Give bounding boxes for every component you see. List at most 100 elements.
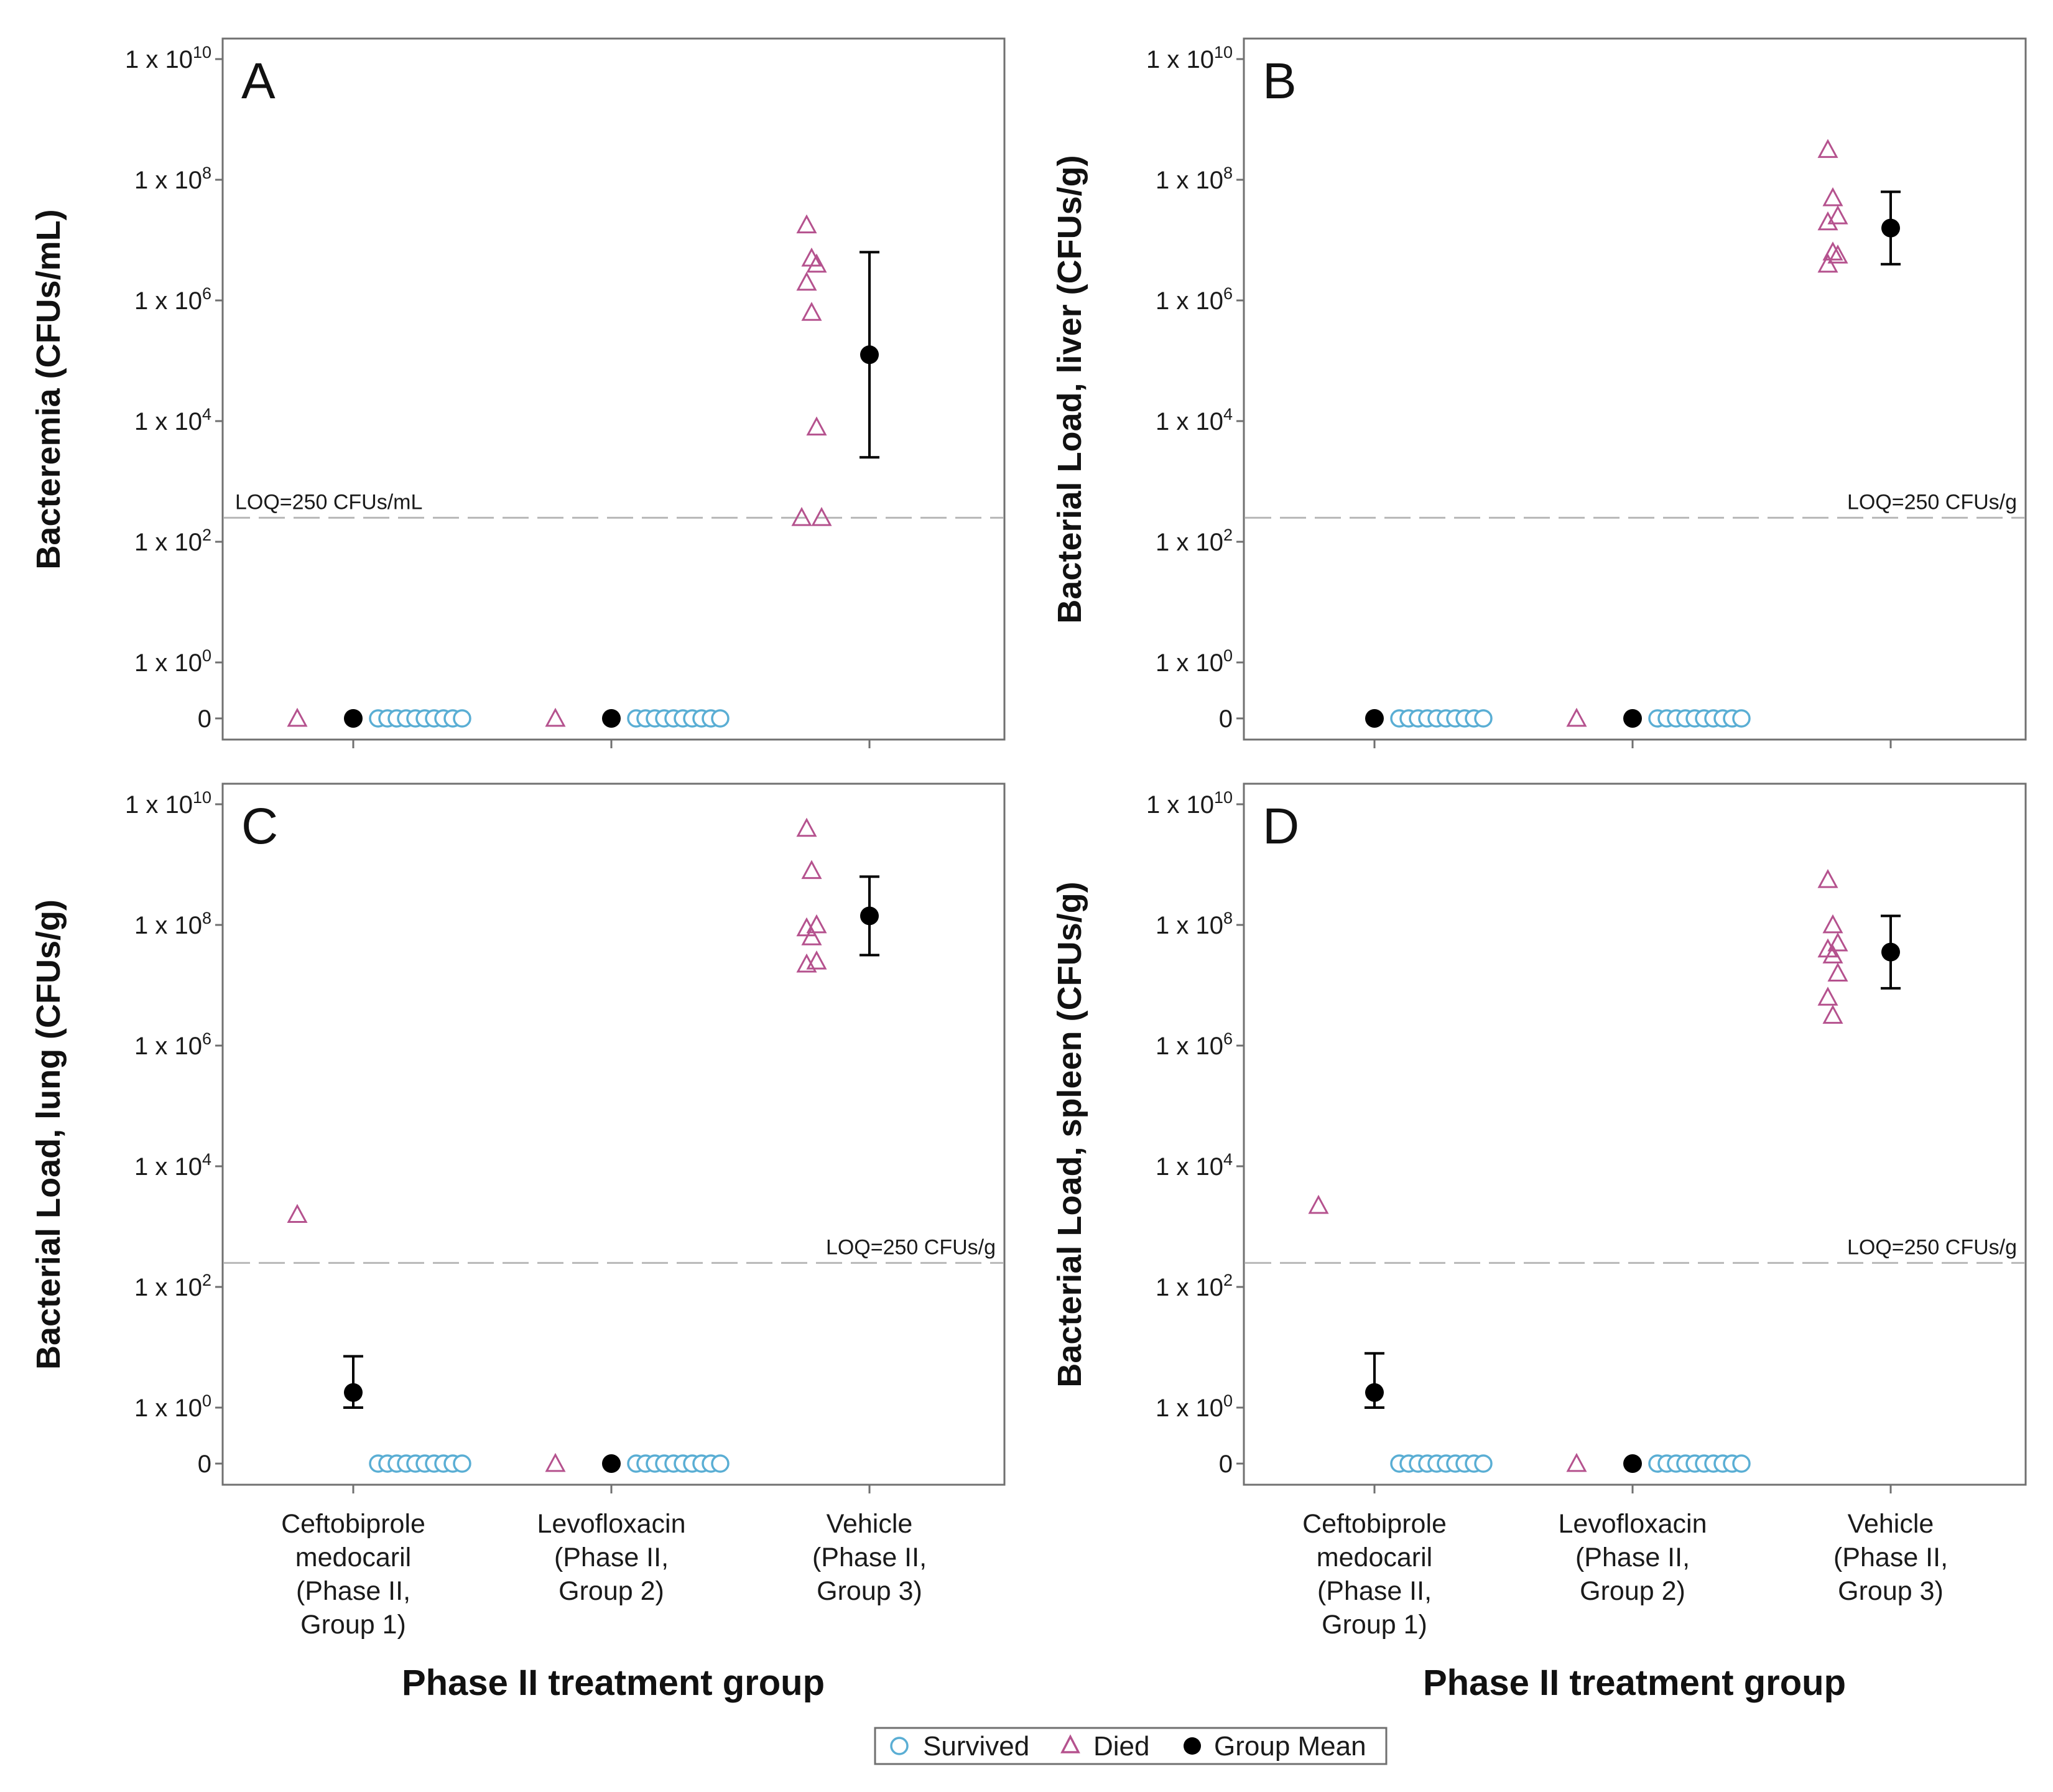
group-mean-point (344, 1383, 363, 1402)
y-tick-label: 0 (198, 705, 211, 733)
died-point (1822, 944, 1843, 963)
category-label: Group 1) (1322, 1610, 1427, 1640)
group-mean-point (602, 1454, 621, 1473)
y-tick-label: 1 x 108 (1156, 164, 1233, 194)
y-tick-label: 1 x 100 (134, 646, 211, 677)
panel-b: B Bacterial Load, liver (CFUs/g) 1 x 101… (1051, 37, 2027, 748)
died-point (796, 271, 817, 291)
survived-legend-marker (890, 1737, 909, 1755)
legend-box (874, 1727, 1388, 1765)
group-mean-point (344, 709, 363, 728)
category-label: (Phase II, (1317, 1576, 1432, 1606)
died-point (806, 950, 827, 970)
died-point (1817, 139, 1838, 158)
panel-letter: A (241, 53, 276, 109)
y-axis-title: Bacterial Load, lung (CFUs/g) (30, 899, 67, 1370)
died-point (801, 860, 822, 880)
group-mean-point (1365, 1383, 1384, 1402)
died-point (796, 817, 817, 837)
died-point (287, 1204, 308, 1223)
died-point (545, 1452, 566, 1472)
died-point (811, 507, 832, 526)
died-point (806, 914, 827, 934)
died-point (796, 214, 817, 234)
y-tick-label: 1 x 108 (134, 164, 211, 194)
category-label: Ceftobiprole (281, 1509, 425, 1539)
survived-point (1732, 709, 1751, 728)
y-tick-label: 1 x 106 (1156, 1029, 1233, 1060)
panel-frame (1243, 37, 2027, 741)
panel-letter: C (241, 798, 278, 855)
loq-label: LOQ=250 CFUs/g (1847, 1235, 2017, 1259)
y-tick-label: 1 x 108 (134, 909, 211, 939)
died-point (1566, 1452, 1587, 1472)
y-tick-label: 1 x 102 (134, 1271, 211, 1301)
died-point (1822, 241, 1843, 261)
mean-legend-marker (1184, 1737, 1201, 1755)
died-point (1822, 187, 1843, 207)
legend-label-died: Died (1093, 1731, 1150, 1762)
category-label: Group 2) (1580, 1576, 1685, 1606)
died-point (801, 926, 822, 945)
panel-letter: B (1263, 53, 1297, 109)
survived-point (711, 709, 730, 728)
loq-label: LOQ=250 CFUs/g (826, 1235, 996, 1259)
category-label: Group 3) (1838, 1576, 1944, 1606)
survived-point (1732, 1454, 1751, 1473)
y-tick-label: 0 (1219, 1451, 1233, 1478)
died-point (1827, 932, 1848, 952)
x-axis-title-left: Phase II treatment group (402, 1663, 825, 1703)
y-tick-label: 1 x 106 (134, 284, 211, 315)
category-label: Group 1) (300, 1610, 406, 1640)
y-tick-label: 1 x 100 (134, 1391, 211, 1422)
category-label: (Phase II, (554, 1543, 669, 1572)
y-tick-label: 1 x 100 (1156, 646, 1233, 677)
group-mean-point (860, 345, 879, 364)
loq-label: LOQ=250 CFUs/g (1847, 490, 2017, 514)
y-tick-label: 1 x 106 (134, 1029, 211, 1060)
died-point (1827, 244, 1848, 264)
category-label: medocaril (295, 1543, 411, 1572)
category-label: Group 2) (558, 1576, 664, 1606)
died-point (1817, 211, 1838, 231)
category-label: medocaril (1317, 1543, 1432, 1572)
died-point (545, 707, 566, 727)
category-label: Ceftobiprole (1302, 1509, 1447, 1539)
panel-c: C Bacterial Load, lung (CFUs/g) 1 x 1010… (30, 782, 1006, 1640)
y-tick-label: 1 x 108 (1156, 909, 1233, 939)
died-point (1827, 205, 1848, 225)
died-point (791, 507, 812, 526)
died-point (796, 917, 817, 937)
died-point (1822, 1005, 1843, 1024)
died-point (796, 953, 817, 973)
y-tick-label: 1 x 104 (1156, 405, 1233, 435)
y-axis-title: Bacterial Load, liver (CFUs/g) (1051, 155, 1088, 623)
category-label: Group 3) (817, 1576, 922, 1606)
died-point (1822, 914, 1843, 934)
survived-point (1474, 1454, 1493, 1473)
group-mean-point (860, 906, 879, 926)
y-tick-label: 1 x 102 (1156, 526, 1233, 556)
x-axis-title-right: Phase II treatment group (1423, 1663, 1846, 1703)
category-label: (Phase II, (812, 1543, 927, 1572)
survived-point (453, 1454, 471, 1473)
y-tick-label: 1 x 104 (134, 405, 211, 435)
category-label: (Phase II, (296, 1576, 410, 1606)
panel-frame (221, 782, 1006, 1486)
survived-point (1474, 709, 1493, 728)
died-point (1817, 869, 1838, 888)
y-tick-label: 0 (1219, 705, 1233, 733)
group-mean-point (1881, 942, 1900, 962)
y-tick-label: 1 x 100 (1156, 1391, 1233, 1422)
died-legend-marker (1060, 1734, 1080, 1753)
category-label: Vehicle (827, 1509, 913, 1539)
y-tick-label: 1 x 102 (134, 526, 211, 556)
legend: Survived Died Group Mean (874, 1727, 1388, 1765)
died-point (1817, 253, 1838, 273)
died-point (287, 707, 308, 727)
survived-point (711, 1454, 730, 1473)
group-mean-point (1881, 218, 1900, 238)
